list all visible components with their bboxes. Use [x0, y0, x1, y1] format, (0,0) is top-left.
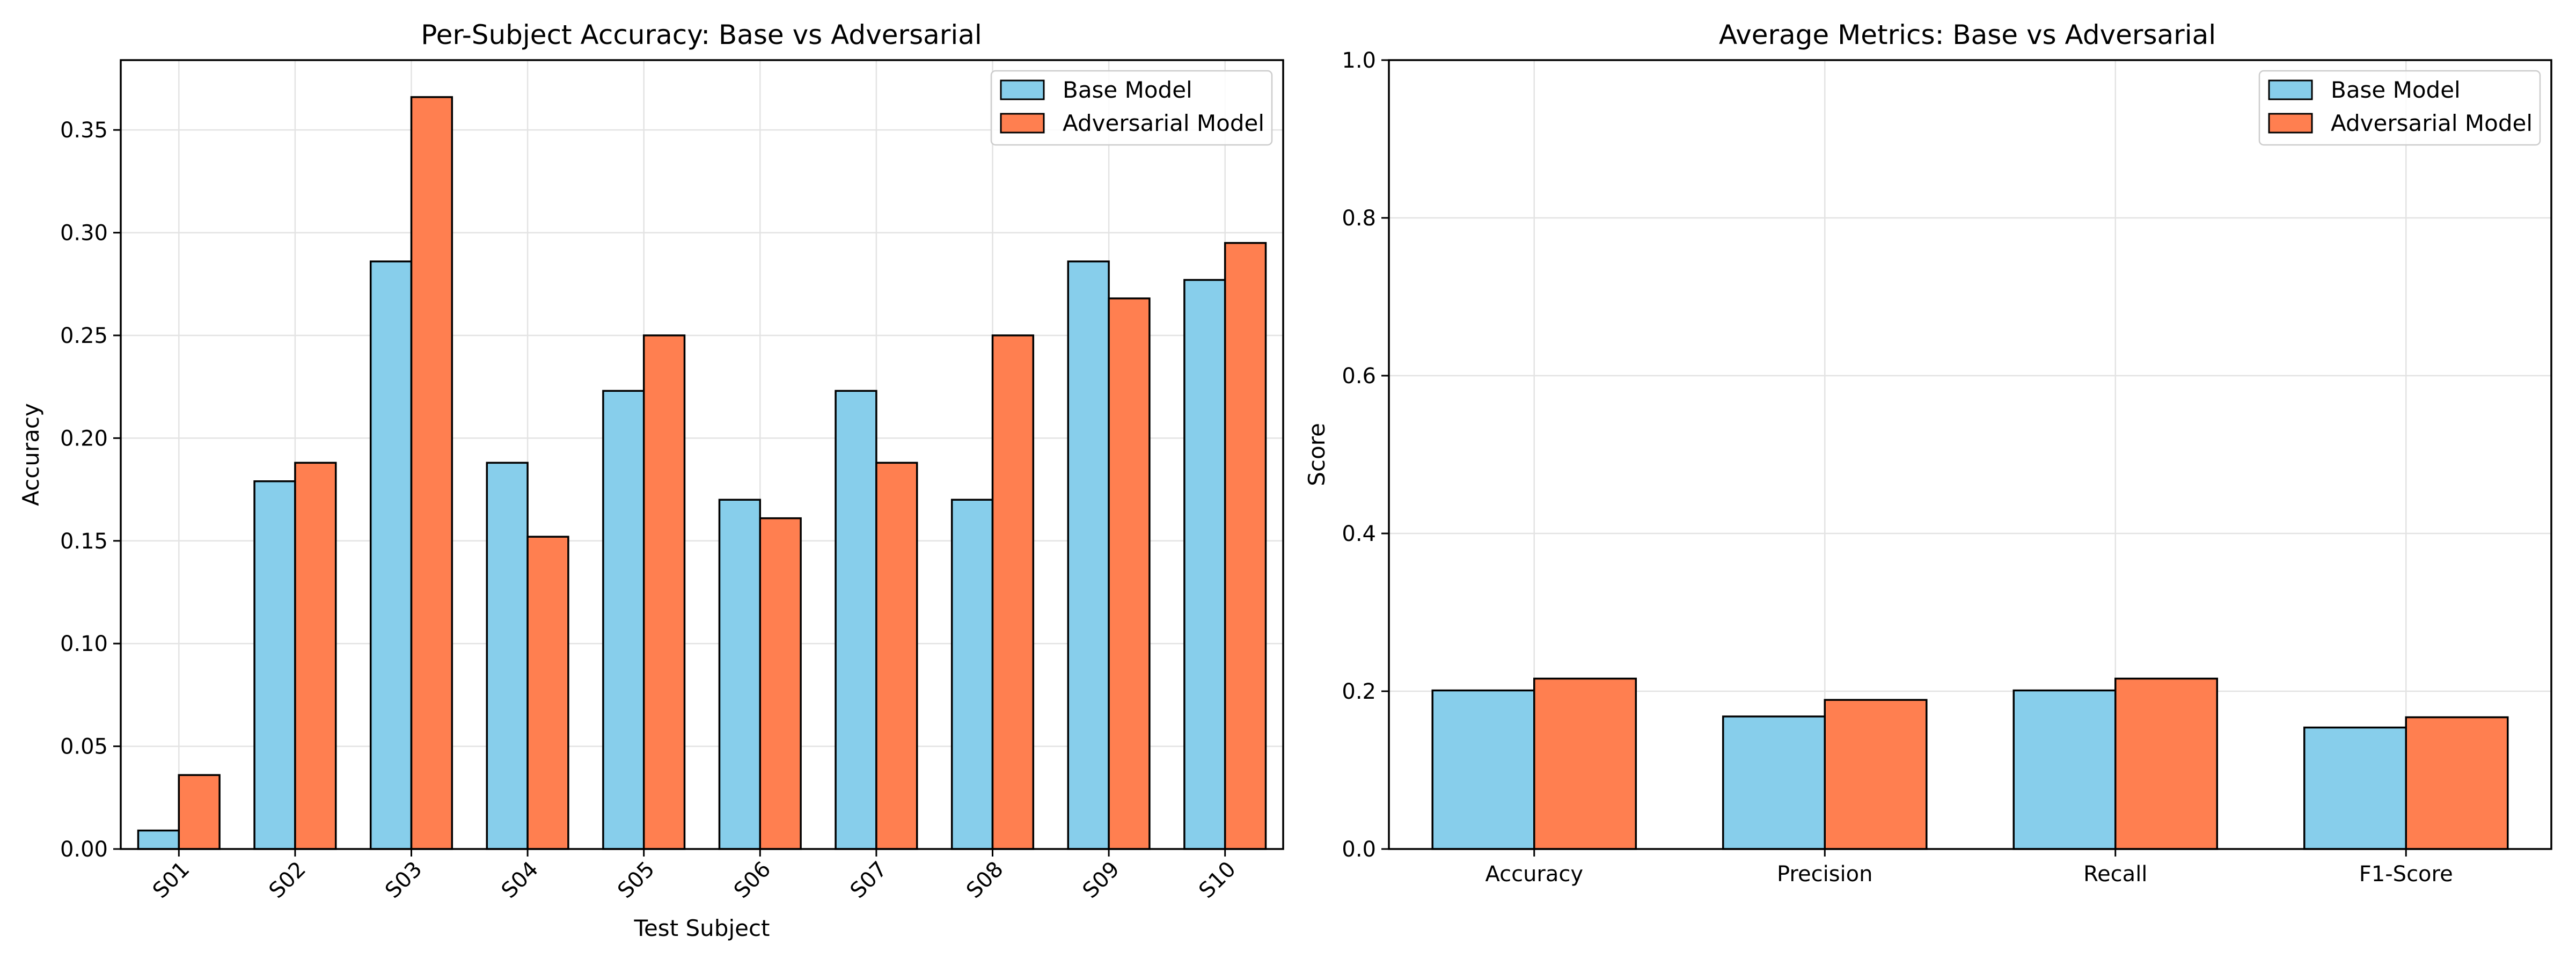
legend-box: [2258, 70, 2541, 146]
x-tick-label: S04: [497, 857, 543, 903]
legend-swatch-base: [1000, 79, 1045, 100]
bars: [1431, 677, 2509, 850]
x-tick-label: F1-Score: [2359, 862, 2453, 887]
y-tick-label: 0.8: [1342, 206, 1376, 231]
bar-base-recall: [2012, 689, 2117, 850]
bar-adversarial-s02: [294, 462, 337, 850]
bar-adversarial-precision: [1824, 699, 1928, 850]
bar-adversarial-s06: [759, 517, 802, 850]
x-axis-ticks: S01 S02 S03 S04 S05 S06 S07 S08 S09 S10: [148, 849, 1241, 903]
bar-base-s10: [1183, 279, 1226, 850]
x-tick-label: S10: [1194, 857, 1240, 903]
bar-base-precision: [1722, 715, 1826, 850]
legend-label-base: Base Model: [2331, 77, 2461, 103]
legend: Base Model Adversarial Model: [2258, 70, 2541, 146]
legend-box: [990, 70, 1273, 146]
x-tick-label: S03: [380, 857, 427, 903]
bar-base-s02: [253, 480, 296, 850]
x-axis-ticks: Accuracy Precision Recall F1-Score: [1485, 849, 2453, 887]
bar-adversarial-s10: [1224, 241, 1267, 850]
bar-base-f1-score: [2303, 726, 2407, 850]
bar-base-s05: [602, 390, 645, 850]
bar-adversarial-s04: [526, 536, 569, 850]
y-tick-label: 0.15: [60, 529, 108, 554]
x-tick-label: Accuracy: [1485, 862, 1583, 887]
bar-base-s04: [486, 462, 529, 850]
bar-adversarial-f1-score: [2405, 716, 2509, 850]
bar-adversarial-s07: [875, 462, 918, 850]
legend-swatch-base: [2268, 79, 2313, 100]
y-tick-label: 0.05: [60, 735, 108, 759]
y-tick-label: 0.6: [1342, 364, 1376, 389]
legend-label-adversarial: Adversarial Model: [1063, 110, 1264, 136]
y-tick-label: 0.00: [60, 837, 108, 862]
y-tick-label: 1.0: [1342, 48, 1376, 73]
bar-adversarial-s09: [1108, 297, 1151, 850]
chart-title: Per-Subject Accuracy: Base vs Adversaria…: [421, 19, 982, 50]
legend-label-base: Base Model: [1063, 77, 1192, 103]
average-metrics-chart: Average Metrics: Base vs Adversarial 0.0…: [1304, 19, 2552, 887]
chart-title: Average Metrics: Base vs Adversarial: [1719, 19, 2216, 50]
x-tick-label: S05: [613, 857, 659, 903]
bar-adversarial-s03: [410, 96, 453, 850]
plot-frame: [1388, 59, 2552, 850]
x-tick-label: Precision: [1777, 862, 1872, 887]
bar-base-s03: [369, 260, 413, 850]
plot-frame: [120, 59, 1284, 850]
y-tick-label: 0.25: [60, 324, 108, 348]
y-tick-label: 0.0: [1342, 837, 1376, 862]
bar-base-s09: [1067, 260, 1110, 850]
y-tick-label: 0.4: [1342, 522, 1376, 546]
bar-adversarial-s05: [642, 334, 686, 850]
x-tick-label: Recall: [2083, 862, 2147, 887]
y-axis-ticks: 0.0 0.2 0.4 0.6 0.8 1.0: [1342, 48, 1389, 862]
x-tick-label: S01: [148, 857, 194, 903]
legend: Base Model Adversarial Model: [990, 70, 1273, 146]
legend-swatch-adversarial: [2268, 113, 2313, 134]
legend-label-adversarial: Adversarial Model: [2331, 110, 2533, 136]
y-axis-label: Accuracy: [18, 403, 44, 506]
y-tick-label: 0.2: [1342, 679, 1376, 704]
bar-base-s07: [835, 390, 877, 850]
y-axis-ticks: 0.00 0.05 0.10 0.15 0.20 0.25 0.30 0.35: [60, 118, 121, 862]
bar-adversarial-s08: [991, 334, 1035, 850]
x-tick-label: S06: [729, 857, 775, 903]
x-tick-label: S09: [1078, 857, 1124, 903]
y-tick-label: 0.20: [60, 426, 108, 451]
x-tick-label: S07: [845, 857, 891, 903]
legend-swatch-adversarial: [1000, 113, 1045, 134]
x-tick-label: S02: [264, 857, 310, 903]
bars: [137, 96, 1267, 850]
bar-adversarial-s01: [178, 774, 221, 850]
bar-base-s01: [137, 829, 180, 850]
x-axis-label: Test Subject: [633, 915, 770, 941]
per-subject-accuracy-chart: Per-Subject Accuracy: Base vs Adversaria…: [18, 19, 1284, 941]
y-tick-label: 0.10: [60, 632, 108, 656]
bar-adversarial-recall: [2114, 677, 2219, 850]
bar-base-s06: [718, 499, 762, 850]
bar-base-accuracy: [1431, 689, 1535, 850]
y-axis-label: Score: [1304, 423, 1330, 486]
bar-adversarial-accuracy: [1533, 677, 1637, 850]
bar-base-s08: [950, 499, 994, 850]
y-tick-label: 0.35: [60, 118, 108, 143]
y-tick-label: 0.30: [60, 221, 108, 246]
x-tick-label: S08: [962, 857, 1008, 903]
